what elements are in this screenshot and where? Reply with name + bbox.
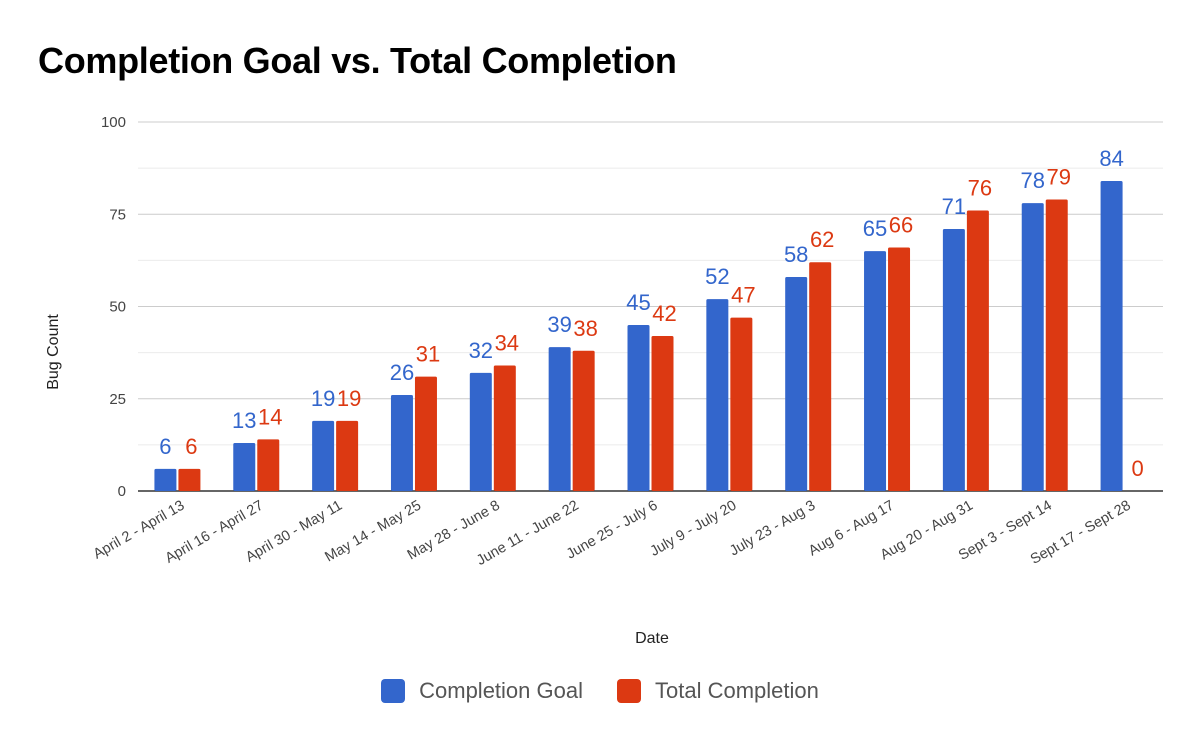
y-tick-label: 100 [101, 114, 126, 131]
legend-label: Completion Goal [419, 678, 583, 703]
legend-label: Total Completion [655, 678, 819, 703]
bar-completion-goal [785, 276, 808, 491]
data-label: 0 [1131, 456, 1143, 481]
bars [154, 181, 1123, 492]
bar-completion-goal [942, 229, 965, 491]
x-axis-label: Date [635, 630, 669, 647]
data-label: 79 [1046, 164, 1070, 189]
data-label: 31 [416, 342, 440, 367]
data-label: 76 [968, 176, 992, 201]
bar-completion-goal [864, 251, 887, 491]
y-tick-labels: 0 25 50 75 100 [101, 114, 126, 500]
legend-item-completion-goal[interactable]: Completion Goal [381, 678, 583, 704]
data-label: 58 [784, 242, 808, 267]
x-tick-label: July 9 - July 20 [648, 498, 740, 560]
data-label: 32 [469, 338, 493, 363]
bar-total-completion [730, 317, 753, 491]
data-label: 47 [731, 283, 755, 308]
data-label: 6 [185, 434, 197, 459]
bar-total-completion [178, 468, 201, 491]
bar-completion-goal [312, 420, 335, 491]
data-label: 42 [652, 301, 676, 326]
bar-total-completion [336, 420, 359, 491]
bar-completion-goal [154, 468, 177, 491]
data-label: 39 [547, 312, 571, 337]
bar-completion-goal [627, 324, 650, 491]
bar-completion-goal [1021, 203, 1044, 491]
bar-completion-goal [390, 395, 413, 491]
bar-total-completion [1045, 199, 1068, 492]
data-label: 65 [863, 216, 887, 241]
data-label: 45 [626, 290, 650, 315]
bar-completion-goal [233, 443, 256, 491]
y-tick-label: 50 [109, 299, 126, 316]
data-label: 13 [232, 408, 256, 433]
y-axis-label: Bug Count [45, 314, 62, 390]
bar-total-completion [651, 336, 674, 491]
data-label: 6 [159, 434, 171, 459]
legend-item-total-completion[interactable]: Total Completion [617, 678, 819, 704]
bar-total-completion [493, 365, 516, 491]
y-tick-label: 75 [109, 206, 126, 223]
bar-completion-goal [706, 299, 729, 491]
y-tick-label: 0 [118, 483, 126, 500]
data-label: 84 [1099, 146, 1123, 171]
data-label: 78 [1020, 168, 1044, 193]
bar-total-completion [414, 376, 437, 491]
legend-swatch-total-completion [617, 679, 641, 703]
bar-completion-goal [469, 372, 492, 491]
bar-completion-goal [548, 347, 571, 491]
data-label: 19 [311, 386, 335, 411]
data-label: 26 [390, 360, 414, 385]
bar-total-completion [572, 350, 595, 491]
bar-total-completion [257, 439, 280, 491]
data-label: 19 [337, 386, 361, 411]
legend: Completion Goal Total Completion [0, 676, 1200, 706]
data-label: 34 [495, 331, 519, 356]
x-tick-label: July 23 - Aug 3 [727, 498, 818, 560]
bar-total-completion [809, 262, 832, 491]
data-label: 14 [258, 404, 282, 429]
data-label: 62 [810, 227, 834, 252]
y-tick-label: 25 [109, 391, 126, 408]
data-label: 52 [705, 264, 729, 289]
bar-total-completion [888, 247, 911, 491]
bar-total-completion [966, 210, 989, 491]
data-label: 38 [573, 316, 597, 341]
gridlines [138, 121, 1163, 492]
legend-swatch-completion-goal [381, 679, 406, 703]
chart-title: Completion Goal vs. Total Completion [38, 40, 677, 81]
data-label: 66 [889, 212, 913, 237]
data-label: 71 [942, 194, 966, 219]
bar-completion-goal [1100, 181, 1123, 492]
